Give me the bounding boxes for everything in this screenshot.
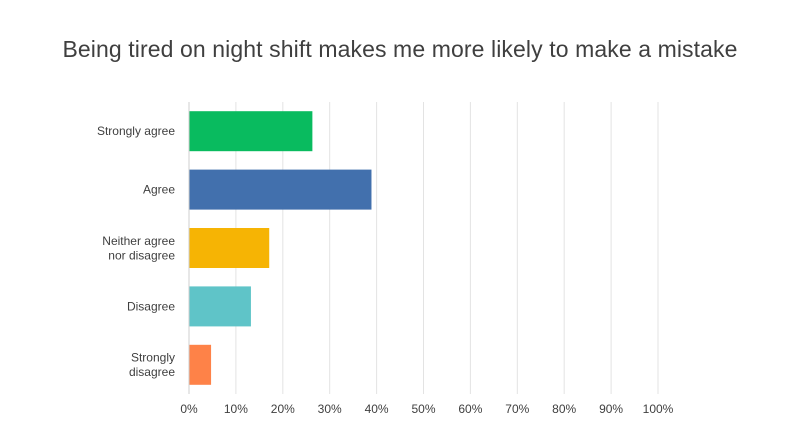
- category-labels: Strongly agree Agree Neither agree nor disa…: [97, 124, 175, 379]
- x-tick-label: 20%: [271, 402, 295, 416]
- grid-lines: [235, 102, 659, 394]
- x-tick-label: 0%: [180, 402, 198, 416]
- category-label: Strongly agree: [97, 124, 175, 138]
- x-axis-tick-labels: 0% 10% 20% 30% 40% 50% 60% 70% 80% 90% 100%: [180, 402, 673, 416]
- bar: [189, 228, 270, 268]
- x-tick-label: 60%: [458, 402, 482, 416]
- category-label: Strongly disagree: [129, 351, 175, 380]
- x-tick-label: 30%: [318, 402, 342, 416]
- category-label: Agree: [143, 183, 175, 197]
- x-tick-label: 80%: [552, 402, 576, 416]
- x-tick-label: 50%: [411, 402, 435, 416]
- x-tick-label: 90%: [599, 402, 623, 416]
- bar: [189, 169, 372, 210]
- category-label: Neither agree nor disagree: [102, 234, 175, 263]
- bar: [189, 111, 313, 152]
- bar: [189, 344, 212, 385]
- x-tick-label: 10%: [224, 402, 248, 416]
- bar: [189, 286, 251, 327]
- x-tick-label: 40%: [365, 402, 389, 416]
- chart-title: Being tired on night shift makes me more…: [62, 36, 738, 62]
- x-tick-label: 100%: [643, 402, 674, 416]
- bars: [189, 111, 372, 385]
- category-label: Disagree: [127, 299, 175, 313]
- x-tick-label: 70%: [505, 402, 529, 416]
